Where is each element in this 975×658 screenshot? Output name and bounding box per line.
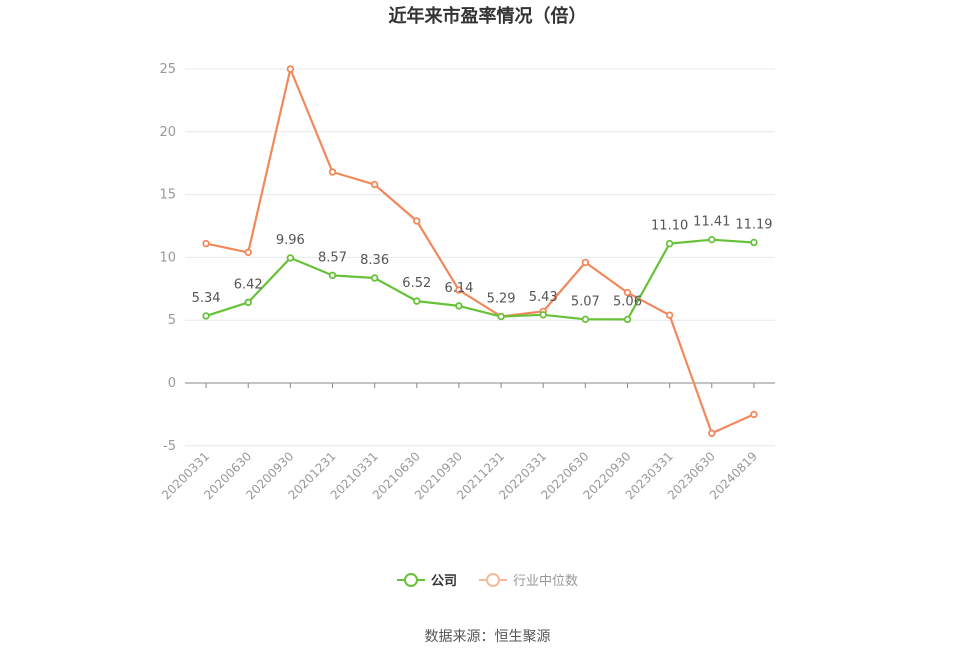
legend-item-industry-median[interactable]: 行业中位数 xyxy=(479,570,578,589)
data-point-industry-median xyxy=(750,410,758,419)
chart-title: 近年来市盈率情况（倍） xyxy=(388,6,587,27)
data-point-industry-median xyxy=(665,311,674,319)
data-point-industry-median xyxy=(202,239,210,248)
data-point-company xyxy=(328,271,337,280)
data-label: 5.34 xyxy=(192,291,221,306)
data-point-industry-median xyxy=(286,65,295,73)
data-point-company xyxy=(750,238,758,247)
data-point-company xyxy=(623,315,632,324)
data-point-company xyxy=(708,235,716,244)
y-tick-label: -5 xyxy=(163,439,176,454)
data-point-industry-median xyxy=(708,429,716,437)
data-label: 5.29 xyxy=(487,292,516,307)
data-label: 11.19 xyxy=(735,217,772,232)
data-point-company xyxy=(497,312,505,321)
data-point-company xyxy=(665,239,674,248)
data-label: 6.14 xyxy=(444,281,473,296)
series-line-company xyxy=(205,238,754,321)
data-label: 6.42 xyxy=(234,277,263,292)
data-point-company xyxy=(202,312,210,320)
data-point-company xyxy=(455,302,463,310)
data-label: 11.41 xyxy=(693,215,730,230)
y-tick-label: 15 xyxy=(159,188,176,203)
data-label: 8.36 xyxy=(360,253,389,268)
data-point-company xyxy=(581,315,590,324)
legend-label-company: 公司 xyxy=(430,574,457,589)
data-label: 5.43 xyxy=(529,290,558,305)
legend-swatch-industry-median xyxy=(479,572,507,587)
data-point-industry-median xyxy=(244,248,252,257)
data-point-company xyxy=(244,298,252,307)
y-tick-label: 10 xyxy=(159,250,176,265)
data-source: 数据来源：恒生聚源 xyxy=(424,629,551,645)
chart-legend: 公司 行业中位数 xyxy=(0,570,975,589)
data-label: 9.96 xyxy=(276,233,305,248)
data-point-industry-median xyxy=(581,258,590,267)
data-label: 6.52 xyxy=(402,276,431,291)
data-point-company xyxy=(413,297,421,305)
y-tick-label: 20 xyxy=(159,125,176,140)
data-point-company xyxy=(539,311,547,319)
y-tick-label: 25 xyxy=(159,62,176,77)
series-line-industry-median xyxy=(205,67,755,435)
data-point-industry-median xyxy=(413,217,421,225)
legend-label-industry-median: 行业中位数 xyxy=(513,574,579,589)
legend-item-company[interactable]: 公司 xyxy=(396,570,457,589)
data-point-industry-median xyxy=(455,286,463,294)
data-point-company xyxy=(286,254,295,262)
y-tick-label: 0 xyxy=(168,376,176,391)
data-point-company xyxy=(370,274,379,282)
y-tick-label: 5 xyxy=(168,313,176,328)
legend-swatch-company xyxy=(396,572,425,587)
data-label: 5.07 xyxy=(571,294,600,309)
data-point-industry-median xyxy=(370,180,379,189)
data-point-industry-median xyxy=(328,168,337,176)
data-label: 8.57 xyxy=(318,250,347,265)
data-label: 11.10 xyxy=(651,219,688,234)
data-label: 5.06 xyxy=(613,294,642,309)
data-point-industry-median xyxy=(623,288,632,297)
